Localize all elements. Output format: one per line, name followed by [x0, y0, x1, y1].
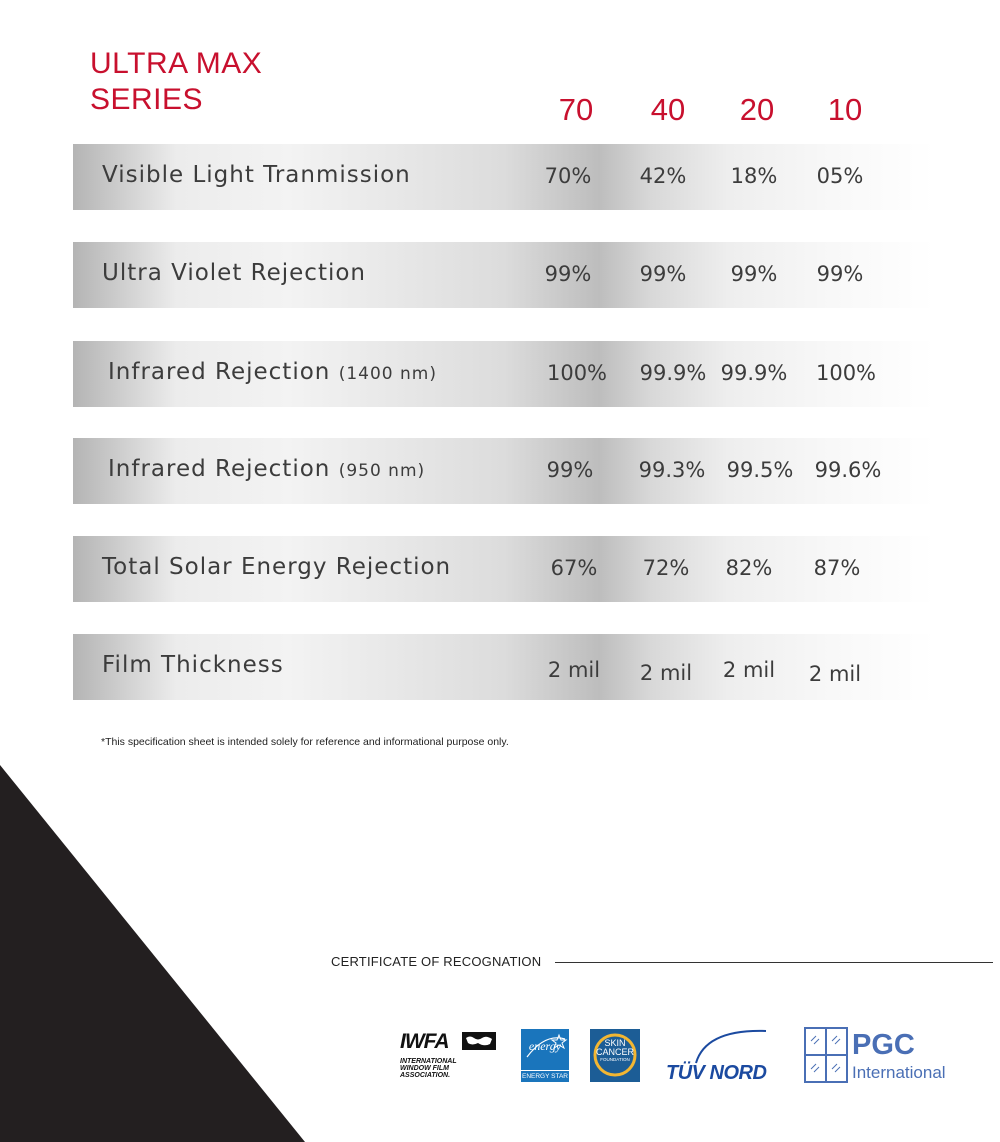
- tuv-nord-text: TÜV NORD: [666, 1062, 767, 1084]
- spec-value-70: 70%: [544, 164, 592, 188]
- skin-cancer-line3: FOUNDATION: [600, 1057, 630, 1062]
- world-map-icon: [462, 1032, 496, 1050]
- pgc-subtitle: International: [852, 1063, 946, 1082]
- energy-star-word: energy: [528, 1039, 562, 1053]
- spec-row-uv-rejection: Ultra Violet Rejection 99% 99% 99% 99%: [73, 242, 935, 308]
- spec-value-20: 99.9%: [720, 361, 788, 385]
- pgc-international-logo: PGC International: [804, 1027, 964, 1085]
- spec-value-40: 2 mil: [639, 661, 693, 685]
- series-title: ULTRA MAX SERIES: [90, 46, 262, 118]
- series-title-line1: ULTRA MAX: [90, 47, 263, 80]
- energy-star-icon: [526, 1033, 568, 1058]
- iwfa-logo: IWFA INTERNATIONAL WINDOW FILM ASSOCIATI…: [400, 1030, 500, 1086]
- energy-star-logo: energy ENERGY STAR: [521, 1029, 569, 1082]
- spec-value-20: 2 mil: [722, 658, 776, 682]
- spec-row-ir-1400: Infrared Rejection (1400 nm) 100% 99.9% …: [73, 341, 935, 407]
- spec-value-70: 100%: [546, 361, 608, 385]
- spec-value-70: 99%: [546, 458, 594, 482]
- grade-10-header: 10: [827, 92, 863, 127]
- spec-value-10: 05%: [816, 164, 864, 188]
- tuv-arc-icon: [695, 1029, 767, 1064]
- iwfa-text-line: INTERNATIONAL: [400, 1058, 457, 1065]
- iwfa-mark: IWFA: [400, 1030, 449, 1053]
- skin-cancer-foundation-logo: SKIN CANCER FOUNDATION: [590, 1029, 640, 1082]
- spec-value-20: 18%: [730, 164, 778, 188]
- spec-row-label: Infrared Rejection (1400 nm): [108, 359, 437, 385]
- spec-value-70: 2 mil: [547, 658, 601, 682]
- sun-ring-icon: [593, 1033, 637, 1077]
- grade-20-header: 20: [739, 92, 775, 127]
- certificates-divider: [555, 962, 993, 963]
- spec-value-10: 99.6%: [814, 458, 882, 482]
- spec-row-unit: (950 nm): [338, 461, 426, 481]
- spec-value-10: 87%: [813, 556, 861, 580]
- iwfa-text-line: ASSOCIATION.: [400, 1072, 451, 1079]
- spec-row-label: Visible Light Tranmission: [102, 162, 411, 188]
- spec-value-40: 99.3%: [638, 458, 706, 482]
- spec-row-unit: (1400 nm): [338, 364, 437, 384]
- spec-row-label: Infrared Rejection (950 nm): [108, 456, 426, 482]
- spec-value-70: 99%: [544, 262, 592, 286]
- spec-row-total-solar: Total Solar Energy Rejection 67% 72% 82%…: [73, 536, 935, 602]
- spec-value-20: 99.5%: [726, 458, 794, 482]
- skin-cancer-line1: SKIN: [604, 1038, 626, 1048]
- spec-row-ir-950: Infrared Rejection (950 nm) 99% 99.3% 99…: [73, 438, 935, 504]
- spec-value-40: 99%: [639, 262, 687, 286]
- energy-star-label: ENERGY STAR: [521, 1070, 569, 1080]
- iwfa-text-line: WINDOW FILM: [400, 1065, 449, 1072]
- spec-row-label: Total Solar Energy Rejection: [102, 554, 452, 580]
- pgc-name: PGC: [852, 1029, 915, 1061]
- disclaimer-text: *This specification sheet is intended so…: [101, 736, 509, 748]
- grade-40-header: 40: [650, 92, 686, 127]
- spec-row-visible-light: Visible Light Tranmission 70% 42% 18% 05…: [73, 144, 935, 210]
- decorative-triangle: [0, 765, 305, 1142]
- spec-row-film-thickness: Film Thickness 2 mil 2 mil 2 mil 2 mil: [73, 634, 935, 700]
- certificates-title: CERTIFICATE OF RECOGNATION: [331, 954, 542, 969]
- spec-value-10: 2 mil: [808, 662, 862, 686]
- spec-value-40: 99.9%: [639, 361, 707, 385]
- spec-value-10: 99%: [816, 262, 864, 286]
- grade-70-header: 70: [558, 92, 594, 127]
- window-grid-icon: [804, 1027, 848, 1083]
- spec-value-20: 99%: [730, 262, 778, 286]
- spec-value-10: 100%: [815, 361, 877, 385]
- spec-value-40: 72%: [642, 556, 690, 580]
- spec-value-20: 82%: [725, 556, 773, 580]
- series-title-line2: SERIES: [90, 83, 204, 116]
- spec-value-40: 42%: [639, 164, 687, 188]
- tuv-nord-logo: TÜV NORD: [666, 1027, 770, 1085]
- spec-row-label: Film Thickness: [102, 652, 284, 678]
- skin-cancer-line2: CANCER: [595, 1047, 634, 1057]
- spec-value-70: 67%: [550, 556, 598, 580]
- spec-row-label: Ultra Violet Rejection: [102, 260, 367, 286]
